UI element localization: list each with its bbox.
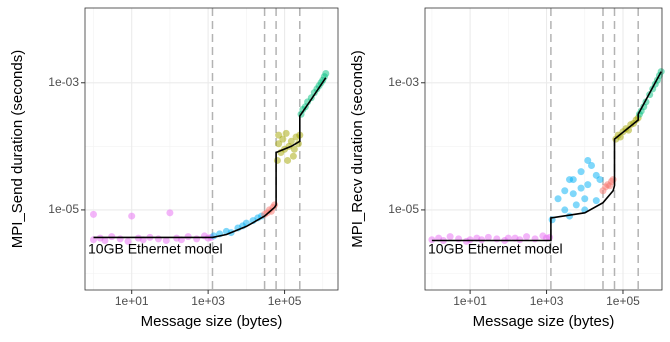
data-point xyxy=(561,206,569,214)
annotation: 10GB Ethernet model xyxy=(428,241,563,257)
data-point xyxy=(89,210,97,218)
x-axis-title: Message size (bytes) xyxy=(141,313,283,330)
data-point xyxy=(166,209,174,217)
data-point xyxy=(484,233,492,241)
x-tick-label: 1e+03 xyxy=(530,294,564,308)
data-point xyxy=(290,145,298,153)
x-tick-label: 1e+05 xyxy=(606,294,640,308)
y-tick-label: 1e-03 xyxy=(388,75,419,89)
data-point xyxy=(609,176,617,184)
data-point xyxy=(162,237,170,245)
data-point xyxy=(657,68,665,76)
data-point xyxy=(581,195,589,203)
data-point xyxy=(428,236,436,244)
y-tick-label: 1e-03 xyxy=(48,75,79,89)
x-tick-label: 1e+01 xyxy=(115,294,149,308)
data-point xyxy=(446,233,454,241)
panel: 1e+01 1e+03 1e+05 1e-05 1e-03 10GB Ethernet m… xyxy=(9,7,339,330)
annotation: 10GB Ethernet model xyxy=(88,241,223,257)
data-point xyxy=(124,237,132,245)
x-tick-label: 1e+05 xyxy=(268,294,302,308)
model-line xyxy=(93,77,327,239)
data-point xyxy=(322,69,330,77)
data-point xyxy=(561,187,569,195)
panel: 1e+01 1e+03 1e+05 1e-05 1e-03 10GB Ethernet m… xyxy=(349,7,665,330)
data-point xyxy=(284,156,292,164)
data-point xyxy=(523,233,531,241)
data-point xyxy=(289,152,297,160)
x-axis-title: Message size (bytes) xyxy=(473,313,615,330)
data-point xyxy=(554,195,562,203)
data-point xyxy=(566,176,574,184)
x-tick-label: 1e+03 xyxy=(191,294,225,308)
data-point xyxy=(584,181,592,189)
data-point xyxy=(287,137,295,145)
model-line xyxy=(431,71,662,242)
data-point xyxy=(273,156,281,164)
data-point xyxy=(587,161,595,169)
data-point xyxy=(577,168,585,176)
data-point xyxy=(275,140,283,148)
data-point xyxy=(275,131,283,139)
y-tick-label: 1e-05 xyxy=(48,202,79,216)
data-point xyxy=(592,197,600,205)
data-point xyxy=(572,201,580,209)
data-point xyxy=(569,190,577,198)
data-point xyxy=(101,237,109,245)
y-axis-title: MPI_Send duration (seconds) xyxy=(9,50,26,248)
x-tick-label: 1e+01 xyxy=(453,294,487,308)
y-tick-label: 1e-05 xyxy=(388,202,419,216)
panel-border xyxy=(424,7,663,291)
data-point xyxy=(282,129,290,137)
data-point xyxy=(128,212,136,220)
data-point xyxy=(592,171,600,179)
y-axis-title: MPI_Recv duration (seconds) xyxy=(349,50,366,248)
data-point xyxy=(584,156,592,164)
data-point xyxy=(577,184,585,192)
panel-border xyxy=(84,7,339,291)
